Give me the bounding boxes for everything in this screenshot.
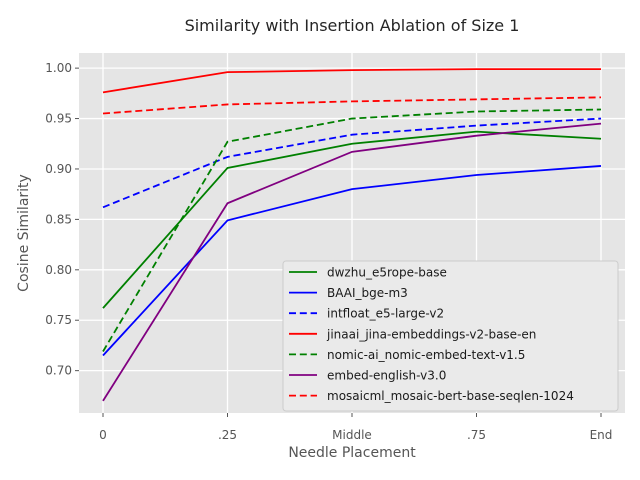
series-line — [102, 117, 602, 209]
series-line — [102, 108, 602, 352]
x-tick-label: End — [590, 428, 613, 442]
legend-label: nomic-ai_nomic-embed-text-v1.5 — [327, 348, 525, 362]
y-tick-label: 0.70 — [45, 364, 72, 378]
x-tick-label: Middle — [332, 428, 372, 442]
y-tick-label: 0.85 — [45, 212, 72, 226]
legend-box — [282, 260, 619, 412]
series-line — [102, 165, 602, 357]
y-tick-label: 0.75 — [45, 313, 72, 327]
y-tick-label: 0.90 — [45, 162, 72, 176]
x-tick-label: .75 — [467, 428, 486, 442]
chart-title: Similarity with Insertion Ablation of Si… — [184, 16, 520, 35]
series-line — [102, 68, 601, 94]
legend-label: mosaicml_mosaic-bert-base-seqlen-1024 — [327, 389, 574, 403]
series-line — [102, 96, 602, 115]
y-tick-label: 0.80 — [45, 263, 72, 277]
x-axis-label: Needle Placement — [288, 445, 416, 461]
legend-label: jinaai_jina-embeddings-v2-base-en — [326, 327, 536, 341]
legend-label: dwzhu_e5rope-base — [327, 266, 447, 280]
y-axis-label: Cosine Similarity — [16, 174, 32, 292]
x-tick-label: .25 — [218, 428, 237, 442]
legend-label: embed-english-v3.0 — [327, 369, 446, 383]
series-line — [102, 122, 602, 402]
y-tick-label: 0.95 — [45, 112, 72, 126]
legend-label: intfloat_e5-large-v2 — [327, 307, 444, 321]
x-tick-label: 0 — [99, 428, 107, 442]
series-line — [102, 130, 602, 309]
legend-label: BAAI_bge-m3 — [327, 286, 408, 300]
y-tick-label: 1.00 — [45, 61, 72, 75]
